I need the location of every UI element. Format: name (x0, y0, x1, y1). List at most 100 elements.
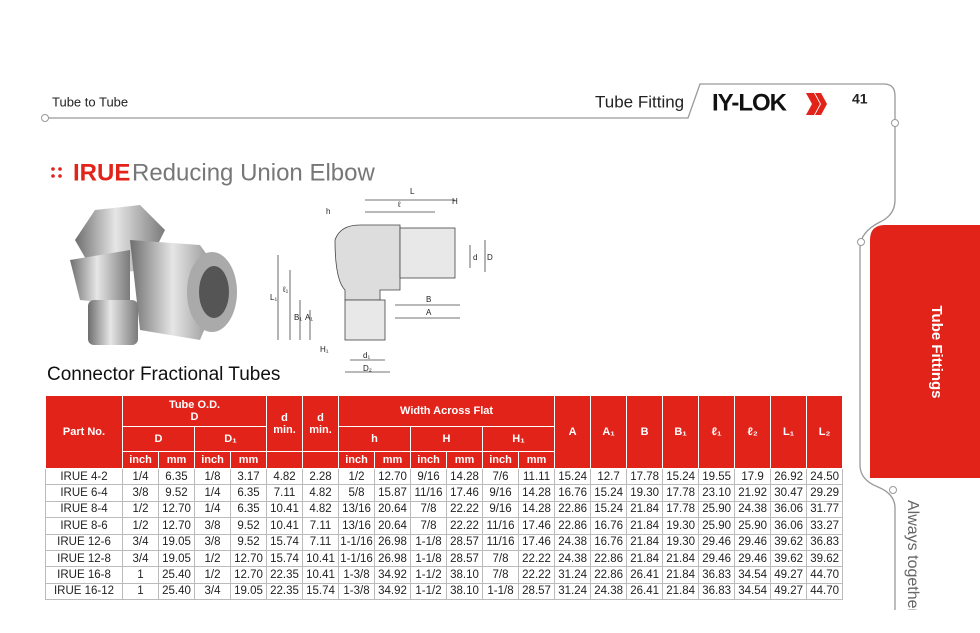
product-code: IRUE (73, 159, 130, 186)
header-cell: mm (374, 451, 412, 469)
header-cell: B (626, 395, 664, 469)
dim-label: A₁ (305, 313, 313, 322)
dim-label: B₁ (294, 313, 302, 322)
spec-value: 25.40 (158, 582, 195, 601)
header-text: Part No. (62, 426, 106, 438)
spec-value: 21.84 (662, 582, 700, 601)
dim-label: A (426, 308, 432, 317)
dim-label: H (452, 197, 458, 206)
spec-value: 1/8 (194, 467, 231, 486)
spec-value: 19.05 (158, 533, 195, 551)
spec-value: 9/16 (482, 500, 520, 519)
spec-value: 29.29 (806, 484, 844, 502)
spec-value: 24.38 (734, 500, 772, 519)
spec-value: 39.62 (770, 549, 808, 568)
spec-value: 13/16 (338, 517, 376, 535)
spec-value: 28.57 (446, 549, 484, 568)
spec-value: 12.70 (158, 500, 195, 519)
table-row: IRUE 12-8 3/4 19.05 1/2 12.70 15.74 10.41 1-1/1… (45, 549, 844, 568)
spec-value: 1/2 (338, 467, 376, 486)
spec-value: 19.30 (662, 517, 700, 535)
spec-value: 1/4 (122, 467, 159, 486)
spec-value: 12.70 (229, 549, 268, 568)
spec-value: 15.74 (266, 533, 304, 551)
spec-value: 4.82 (266, 467, 304, 486)
header-cell: d min. (302, 395, 340, 452)
spec-value: 31.24 (554, 582, 592, 601)
spec-value: 14.28 (518, 500, 556, 519)
header-cell: d min. (266, 395, 304, 452)
spec-value: 1/2 (122, 500, 159, 519)
spec-value: 19.05 (158, 549, 195, 568)
header-cell: D (122, 426, 195, 452)
section-label: Tube to Tube (52, 94, 128, 109)
spec-value: 12.70 (229, 566, 268, 584)
spec-value: 22.86 (590, 566, 628, 584)
spec-value: 34.92 (374, 566, 412, 584)
spec-value: 5/8 (338, 484, 376, 502)
table-row: IRUE 4-2 1/4 6.35 1/8 3.17 4.82 2.28 1/2 12.70 9/… (45, 467, 844, 486)
spec-value: 22.86 (554, 517, 592, 535)
table-row: IRUE 8-6 1/2 12.70 3/8 9.52 10.41 7.11 13/16 20.… (45, 517, 844, 535)
category-label: Tube Fitting (595, 92, 684, 111)
page-number: 41 (852, 91, 868, 107)
header-text: inch (489, 454, 512, 466)
header-text: mm (166, 454, 187, 466)
spec-value: 22.22 (446, 500, 484, 519)
spec-value: 7/8 (482, 566, 520, 584)
header-cell: Part No. (45, 395, 123, 469)
spec-value: 29.46 (698, 533, 736, 551)
spec-value: 30.47 (770, 484, 808, 502)
spec-value: 17.78 (662, 484, 700, 502)
spec-value: 26.41 (626, 582, 664, 601)
side-tab (870, 225, 980, 478)
spec-value: 21.84 (662, 566, 700, 584)
header-text: D (154, 433, 163, 445)
spec-value: 1-3/8 (338, 566, 376, 584)
spec-value: 4.82 (302, 500, 340, 519)
part-number: IRUE 8-4 (45, 500, 123, 519)
dim-label: d₁ (363, 351, 370, 360)
header-cell: mm (446, 451, 484, 469)
header-cell: L₂ (806, 395, 844, 469)
spec-value: 38.10 (446, 566, 484, 584)
header-cell: A₁ (590, 395, 628, 469)
spec-value: 11/16 (482, 517, 520, 535)
part-number: IRUE 6-4 (45, 484, 123, 502)
header-cell: inch (194, 451, 231, 469)
drawing-labels: L ℓ H h d D B A L₁ ℓ₁ B₁ A₁ H₁ d₁ D₂ (270, 187, 493, 373)
spec-value: 1-1/8 (482, 582, 520, 601)
dim-label: d (473, 253, 477, 262)
header-text: D₁ (224, 433, 237, 445)
spec-value: 21.92 (734, 484, 772, 502)
header-cell: A (554, 395, 592, 469)
header-text: h (371, 433, 378, 445)
header-text: d (317, 411, 324, 424)
header-text: Width Across Flat (400, 405, 494, 417)
spec-value: 10.41 (266, 500, 304, 519)
spec-value: 15.24 (590, 500, 628, 519)
header-text: Tube O.D. (168, 399, 221, 411)
spec-value: 22.35 (266, 582, 304, 601)
header-text: L₂ (818, 426, 831, 438)
spec-value: 15.74 (302, 582, 340, 601)
spec-value: 3/4 (194, 582, 231, 601)
spec-value: 9/16 (410, 467, 448, 486)
spec-value: 1-1/8 (410, 549, 448, 568)
spec-value: 22.35 (266, 566, 304, 584)
spec-value: 12.70 (374, 467, 412, 486)
header-cell: h (338, 426, 412, 452)
header-text: inch (201, 454, 224, 466)
spec-value: 7/8 (410, 500, 448, 519)
spec-value: 49.27 (770, 582, 808, 601)
spec-value: 16.76 (554, 484, 592, 502)
spec-value: 33.27 (806, 517, 844, 535)
spec-value: 11/16 (410, 484, 448, 502)
header-text: A (568, 426, 577, 438)
spec-value: 7.11 (302, 517, 340, 535)
dim-label: H₁ (320, 345, 329, 354)
header-text: B (640, 426, 649, 438)
header-text: L₁ (782, 426, 795, 438)
spec-value: 34.92 (374, 582, 412, 601)
